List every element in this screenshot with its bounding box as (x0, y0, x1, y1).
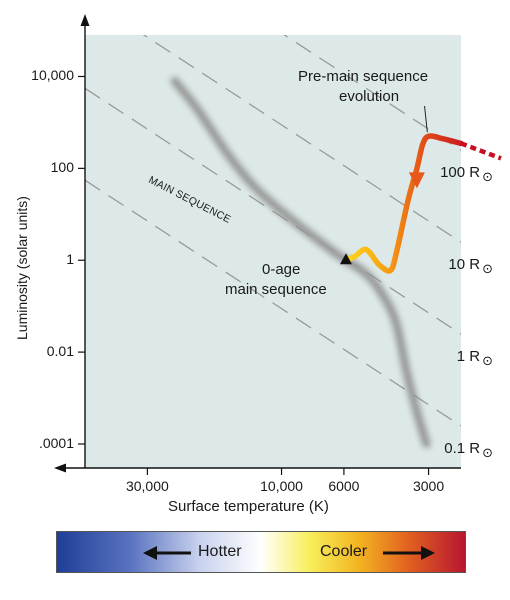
radius-line-3 (85, 179, 461, 427)
zero-age-label-line2: main sequence (225, 281, 327, 298)
evolution-direction-arrow-icon (408, 172, 425, 189)
x-tick-label-0: 30,000 (125, 478, 169, 494)
x-axis-arrow-icon (54, 463, 66, 473)
radius-label-0: 100 R ⊙ (440, 164, 493, 185)
y-axis-arrow-icon (80, 14, 90, 26)
radius-label-3: 0.1 R ⊙ (444, 440, 493, 461)
x-tick-label-2: 6000 (328, 478, 360, 494)
plot-area-background (85, 35, 461, 468)
x-tick-label-3: 3000 (412, 478, 445, 494)
radius-lines-group (85, 35, 461, 427)
zero-age-label-line1: 0-age (262, 261, 301, 278)
radius-label-1: 10 R ⊙ (448, 256, 493, 277)
axes-group (54, 14, 461, 473)
evolution-track-group (339, 105, 502, 274)
y-tick-label-0: 10,000 (31, 67, 74, 84)
hotter-label: Hotter (198, 543, 242, 560)
pre-ms-label-line1: Pre-main sequence (298, 68, 429, 85)
main-sequence-band-group (170, 76, 431, 448)
temperature-color-bar: Hotter Cooler (56, 531, 466, 573)
x-axis-label: Surface temperature (K) (168, 498, 329, 515)
evolution-track-line (343, 133, 464, 274)
ticks-group (78, 75, 430, 475)
radius-line-1 (142, 35, 461, 243)
radius-label-2: 1 R ⊙ (456, 348, 493, 369)
radius-line-2 (85, 87, 461, 335)
evolution-track-dotted-extension (460, 141, 502, 161)
right-arrow-icon (383, 546, 435, 560)
radius-line-0 (283, 35, 461, 151)
pre-ms-leader-line (424, 105, 428, 133)
pre-ms-label-line2: evolution (339, 88, 400, 105)
y-tick-label-4: .0001 (38, 434, 74, 451)
main-sequence-core (173, 79, 428, 446)
y-axis-label: Luminosity (solar units) (14, 196, 30, 340)
y-tick-label-1: 100 (50, 159, 74, 176)
left-arrow-icon (143, 546, 191, 560)
y-tick-label-3: 0.01 (46, 343, 74, 360)
zero-age-point-marker (339, 253, 352, 265)
x-tick-label-1: 10,000 (260, 478, 303, 494)
y-tick-label-2: 1 (66, 251, 74, 268)
cooler-label: Cooler (320, 543, 368, 560)
